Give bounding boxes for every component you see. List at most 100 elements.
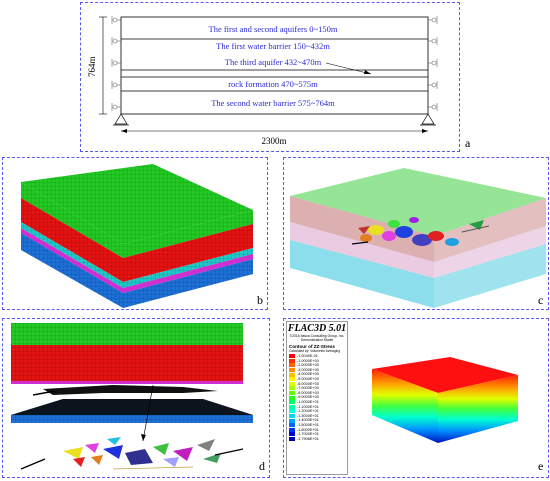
- cyan-layer-front: [21, 222, 123, 288]
- magenta-layer-right: [123, 254, 253, 293]
- transparent-model-view: [290, 168, 546, 308]
- magenta-layer-strip: [11, 381, 243, 384]
- legend-swatch: [289, 414, 295, 419]
- height-dimension-label: 764m: [87, 56, 97, 77]
- legend-value: -5.0000E+00: [297, 376, 319, 381]
- legend-row: -2.0000E+00: [289, 363, 347, 368]
- legend-swatch: [289, 391, 295, 396]
- legend-value: -7.0000E+00: [297, 386, 319, 391]
- model-right-face: [438, 375, 518, 443]
- legend-scale: -1.0040E-01 -1.0000E+00 -2.0000E+00 -3.0000…: [289, 354, 347, 441]
- legend-row: -1.1000E+01: [289, 405, 347, 410]
- legend-value: -4.0000E+00: [297, 372, 319, 377]
- legend-swatch: [289, 404, 295, 409]
- red-layer-front: [21, 198, 123, 282]
- legend-value: -1.2000E+01: [297, 409, 319, 414]
- legend-row: -1.0000E+01: [289, 400, 347, 405]
- model-mesh-view: [21, 164, 253, 308]
- legend-swatch: [289, 395, 295, 400]
- legend-swatch: [289, 354, 295, 359]
- legend-row: -1.6000E+01: [289, 428, 347, 433]
- legend-swatch: [289, 423, 295, 428]
- legend-row: -1.7000E+01: [289, 432, 347, 437]
- legend-row: -1.5000E+01: [289, 423, 347, 428]
- legend-value: -1.0040E-01: [297, 354, 318, 358]
- lower-translucent-right: [434, 244, 546, 308]
- legend-value: -9.0000E+00: [297, 395, 319, 400]
- green-layer-front: [21, 182, 123, 258]
- legend-value: -6.0000E+00: [297, 381, 319, 386]
- legend-value: -1.7000E+01: [297, 432, 319, 437]
- legend-value: -1.0000E+01: [297, 399, 319, 404]
- legend-row: -1.2000E+01: [289, 409, 347, 414]
- magenta-layer-front: [21, 228, 123, 293]
- legend-swatch: [289, 368, 295, 373]
- goaf-bodies-detail: [20, 437, 244, 470]
- lower-translucent-front: [290, 240, 434, 308]
- model-top-surface: [290, 168, 546, 236]
- zoom-pointer: [142, 384, 154, 442]
- legend-swatch: [289, 432, 295, 437]
- legend-value: -1.4000E+01: [297, 418, 319, 423]
- red-layer-right: [123, 224, 253, 282]
- legend-value: -3.0000E+00: [297, 367, 319, 372]
- exploded-layers-view: [11, 323, 253, 470]
- legend-swatch: [289, 386, 295, 391]
- panel-c: c: [283, 157, 549, 310]
- layer-label: The first and second aquifers 0~150m: [209, 24, 338, 34]
- model-top-surface: [372, 357, 518, 393]
- right-roller-supports: [428, 16, 438, 111]
- panel-label: e: [538, 459, 544, 473]
- legend-value: -1.1000E+01: [297, 404, 319, 409]
- pointer-arrow: [325, 62, 372, 75]
- legend-value: -1.3000E+01: [297, 413, 319, 418]
- model-top-surface: [21, 164, 253, 244]
- legend-company: ©2016 Itasca Consulting Group, Inc.: [289, 334, 345, 338]
- green-layer-right: [123, 210, 253, 258]
- legend-swatch: [289, 372, 295, 377]
- left-roller-supports: [111, 16, 121, 111]
- legend-swatch: [289, 358, 295, 363]
- legend-swatch: [289, 400, 295, 405]
- legend-swatch: [289, 418, 295, 423]
- legend-row: -9.0000E+00: [289, 395, 347, 400]
- cyan-layer-right: [123, 248, 253, 288]
- legend-row: -1.4000E+01: [289, 418, 347, 423]
- layer-label: rock formation 470~575m: [228, 79, 318, 89]
- legend-row: -7.0000E+00: [289, 386, 347, 391]
- model-front-face: [372, 369, 438, 443]
- middle-translucent-right: [434, 226, 546, 278]
- legend-row: -3.0000E+00: [289, 368, 347, 373]
- panel-a: The first and second aquifers 0~150m The…: [80, 2, 470, 152]
- legend-row: -5.0000E+00: [289, 377, 347, 382]
- legend-row: -1.3000E+01: [289, 414, 347, 419]
- legend-row: -8.0000E+00: [289, 391, 347, 396]
- legend-value: -1.6000E+01: [297, 427, 319, 432]
- panel-label: d: [259, 459, 265, 473]
- legend-swatch: [289, 427, 295, 432]
- blue-layer-right: [123, 259, 253, 308]
- layer-label: The second water barrier 575~764m: [211, 98, 335, 108]
- legend-value: -1.7906E+01: [297, 436, 319, 441]
- bottom-pin-supports: [113, 113, 436, 126]
- legend-row: -6.0000E+00: [289, 382, 347, 387]
- stress-contour-view: [372, 357, 518, 443]
- legend-value: -2.0000E+00: [297, 363, 319, 368]
- flac3d-legend: FLAC3D 5.01 ©2016 Itasca Consulting Grou…: [286, 321, 348, 475]
- legend-swatch: [289, 363, 295, 368]
- geological-section-diagram: The first and second aquifers 0~150m The…: [87, 16, 438, 146]
- legend-swatch: [289, 436, 295, 441]
- green-layer-block: [11, 323, 243, 345]
- red-layer-block: [11, 345, 243, 381]
- middle-translucent-front: [290, 222, 434, 278]
- blue-layer-front: [21, 233, 123, 308]
- legend-row: -4.0000E+00: [289, 372, 347, 377]
- goaf-band: [43, 385, 218, 395]
- legend-value: -1.0000E+00: [297, 358, 319, 363]
- panel-d: d: [2, 318, 270, 478]
- legend-swatch: [289, 381, 295, 386]
- panel-label: c: [538, 293, 544, 307]
- width-dimension-label: 2300m: [261, 136, 286, 146]
- panel-label: a: [465, 136, 471, 150]
- legend-value: -8.0000E+00: [297, 390, 319, 395]
